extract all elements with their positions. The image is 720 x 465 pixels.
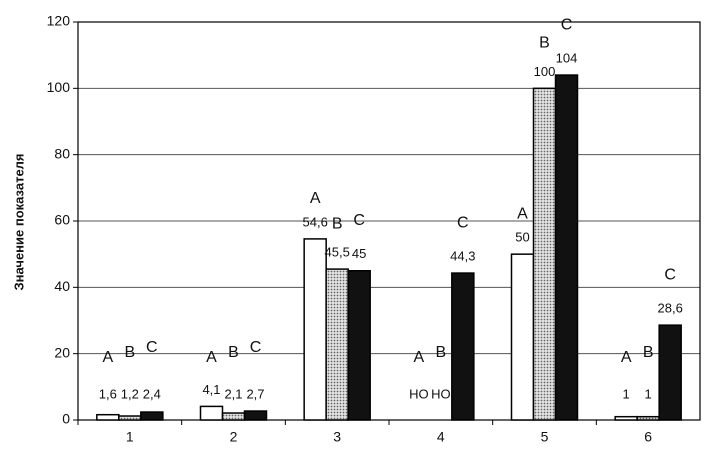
x-tick-label: 4 (437, 429, 445, 445)
value-label: 45 (352, 246, 366, 261)
series-letter: C (457, 214, 469, 231)
value-label: 1 (645, 386, 652, 401)
series-letter: B (124, 344, 135, 361)
value-label: 1 (623, 386, 630, 401)
x-tick-label: 2 (230, 429, 238, 445)
series-letter: C (664, 266, 676, 283)
series-letter: A (621, 349, 632, 366)
series-letter: C (250, 339, 262, 356)
value-label: 54,6 (303, 214, 328, 229)
series-letter: C (561, 16, 573, 33)
y-axis-label: Значение показателя (11, 153, 26, 290)
bar (636, 415, 660, 421)
x-tick-label: 6 (644, 429, 652, 445)
bar (118, 415, 142, 421)
value-label: 44,3 (450, 249, 475, 264)
series-letter: B (435, 344, 446, 361)
series-letter: B (228, 344, 239, 361)
value-label: 50 (515, 230, 529, 245)
value-label: 100 (534, 64, 556, 79)
bar (199, 405, 224, 421)
bar (658, 324, 682, 421)
value-label: 45,5 (325, 245, 350, 260)
series-letter: B (539, 35, 550, 52)
series-letter: A (102, 349, 113, 366)
bar (451, 272, 475, 421)
value-label: 2,1 (224, 386, 242, 401)
bar (325, 268, 349, 421)
y-tick-label: 20 (54, 344, 70, 360)
bar (614, 415, 638, 421)
value-label: НО (431, 386, 451, 401)
y-tick-label: 120 (47, 13, 71, 29)
value-label: 28,6 (658, 301, 683, 316)
series-letter: A (206, 349, 217, 366)
x-tick-label: 1 (126, 429, 134, 445)
series-letter: A (413, 349, 424, 366)
series-letter: C (353, 212, 365, 229)
series-letter: B (643, 344, 654, 361)
bar (347, 270, 371, 421)
bar (303, 238, 327, 421)
y-tick-label: 0 (62, 411, 70, 427)
bar (243, 410, 268, 421)
value-label: 2,7 (246, 386, 264, 401)
bar (140, 411, 164, 421)
bar (554, 74, 579, 421)
value-label: 4,1 (202, 382, 220, 397)
value-label: 1,2 (121, 386, 139, 401)
bar (532, 87, 557, 421)
y-tick-label: 100 (47, 79, 71, 95)
value-label: 1,6 (99, 386, 117, 401)
series-letter: B (332, 215, 343, 232)
value-label: 2,4 (143, 386, 161, 401)
bar (510, 253, 535, 421)
value-label: 104 (556, 51, 578, 66)
y-tick-label: 80 (54, 145, 70, 161)
bar (96, 413, 120, 421)
series-letter: C (146, 339, 158, 356)
y-tick-label: 40 (54, 278, 70, 294)
x-tick-label: 5 (541, 429, 549, 445)
series-letter: A (517, 205, 528, 222)
bar (221, 412, 246, 421)
series-letter: A (310, 190, 321, 207)
x-tick-label: 3 (333, 429, 341, 445)
value-label: НО (409, 386, 429, 401)
y-tick-label: 60 (54, 212, 70, 228)
